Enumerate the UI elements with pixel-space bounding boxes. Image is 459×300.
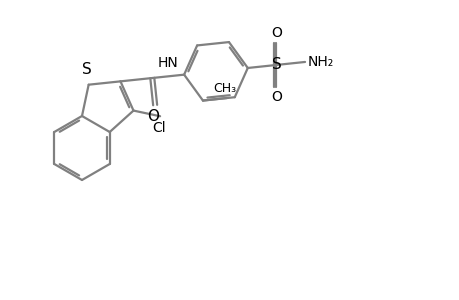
Text: CH₃: CH₃ (213, 82, 236, 95)
Text: O: O (147, 109, 159, 124)
Text: O: O (270, 90, 281, 104)
Text: O: O (270, 26, 281, 40)
Text: Cl: Cl (152, 121, 166, 135)
Text: S: S (82, 62, 91, 77)
Text: S: S (271, 58, 281, 73)
Text: HN: HN (157, 56, 178, 70)
Text: NH₂: NH₂ (308, 55, 334, 69)
